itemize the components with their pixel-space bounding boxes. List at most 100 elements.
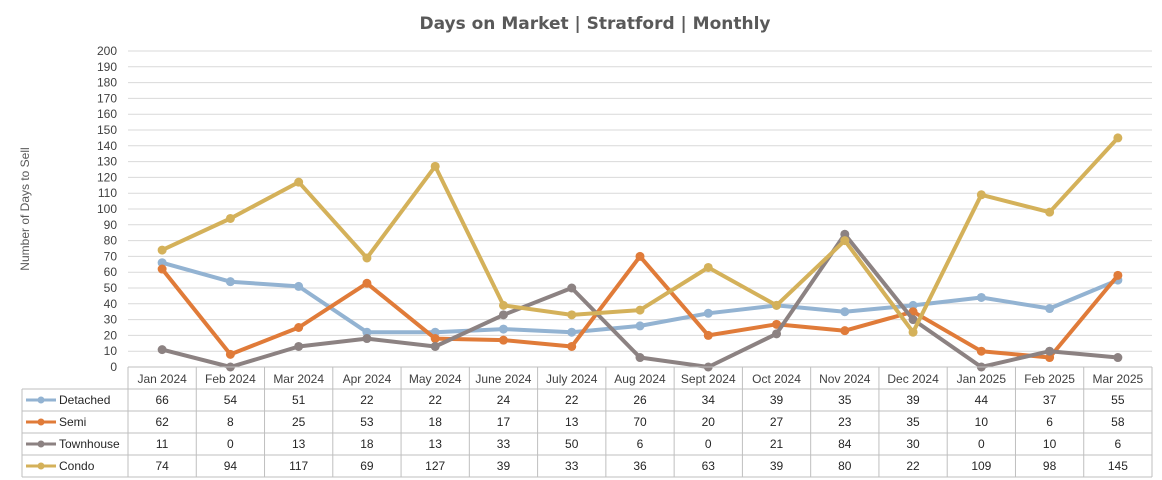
- table-cell: 22: [906, 459, 920, 473]
- data-table: Jan 2024 Feb 2024 Mar 2024 Apr 2024 May 2024…: [21, 366, 1153, 478]
- series-line: [160, 135, 1120, 335]
- data-point: [1045, 207, 1055, 217]
- table-cell: 33: [565, 459, 579, 473]
- data-point: [225, 277, 235, 287]
- data-point: [772, 329, 782, 339]
- table-cell: 22: [429, 393, 443, 407]
- table-cell: 35: [906, 415, 920, 429]
- data-point: [498, 335, 508, 345]
- data-point: [362, 327, 372, 337]
- data-point: [567, 327, 577, 337]
- data-point: [498, 310, 508, 320]
- table-cell: 10: [1043, 437, 1057, 451]
- x-tick-label: Feb 2025: [1024, 372, 1075, 386]
- y-tick-label: 90: [104, 218, 118, 232]
- table-cell: 127: [425, 459, 445, 473]
- data-point: [294, 323, 304, 332]
- table-cell: 13: [429, 437, 443, 451]
- y-tick-label: 190: [97, 60, 117, 74]
- table-cell: 80: [838, 459, 852, 473]
- series-lines: [157, 133, 1123, 372]
- table-cell: 18: [360, 437, 374, 451]
- data-point: [498, 324, 508, 334]
- table-cell: 35: [838, 393, 852, 407]
- data-point: [635, 305, 645, 315]
- data-point: [430, 341, 440, 351]
- legend-swatch-marker: [37, 418, 45, 426]
- data-point: [430, 161, 440, 171]
- table-cell: 54: [224, 393, 238, 407]
- chart-title: Days on Market | Stratford | Monthly: [419, 14, 770, 34]
- table-cell: 6: [1115, 437, 1122, 451]
- y-tick-label: 40: [104, 297, 118, 311]
- table-cell: 13: [565, 415, 579, 429]
- table-cell: 26: [633, 393, 647, 407]
- legend-label: Townhouse: [59, 437, 120, 451]
- table-cell: 63: [702, 459, 716, 473]
- table-cell: 27: [770, 415, 784, 429]
- x-tick-label: Aug 2024: [614, 372, 666, 386]
- data-point: [157, 264, 167, 274]
- y-tick-label: 180: [97, 76, 117, 90]
- data-point: [157, 258, 167, 268]
- x-tick-label: Jan 2025: [957, 372, 1007, 386]
- y-tick-label: 0: [110, 360, 117, 374]
- table-cell: 0: [227, 437, 234, 451]
- table-cell: 11: [156, 437, 169, 451]
- data-point: [703, 330, 713, 340]
- x-tick-label: Oct 2024: [752, 372, 801, 386]
- data-point: [362, 253, 372, 263]
- table-cell: 36: [633, 459, 647, 473]
- data-point: [840, 229, 850, 239]
- data-point: [1113, 133, 1123, 143]
- y-tick-label: 50: [104, 281, 118, 295]
- table-cell: 17: [497, 415, 511, 429]
- table-cell: 62: [155, 415, 169, 429]
- table-cell: 109: [971, 459, 991, 473]
- table-cell: 74: [155, 459, 169, 473]
- y-tick-label: 80: [104, 234, 118, 248]
- x-tick-label: June 2024: [475, 372, 531, 386]
- data-point: [225, 349, 235, 359]
- data-point: [567, 341, 577, 351]
- table-cell: 21: [770, 437, 784, 451]
- data-point: [908, 327, 918, 337]
- y-tick-label: 100: [97, 202, 117, 216]
- series-condo: [157, 133, 1123, 337]
- table-cell: 23: [838, 415, 852, 429]
- table-cell: 117: [289, 459, 308, 473]
- table-cell: 94: [224, 459, 238, 473]
- y-tick-label: 120: [97, 170, 117, 184]
- table-cell: 44: [975, 393, 989, 407]
- data-point: [225, 213, 235, 223]
- data-point: [1045, 346, 1055, 356]
- data-point: [908, 315, 918, 325]
- data-point: [157, 245, 167, 255]
- data-point: [635, 353, 645, 363]
- x-tick-label: May 2024: [409, 372, 462, 386]
- table-cell: 6: [637, 437, 644, 451]
- legend-swatch-marker: [37, 440, 45, 448]
- table-cell: 69: [360, 459, 374, 473]
- gridlines: [128, 50, 1152, 352]
- table-cell: 6: [1046, 415, 1053, 429]
- x-tick-label: Feb 2024: [205, 372, 256, 386]
- legend-label: Semi: [59, 415, 86, 429]
- table-cell: 22: [565, 393, 579, 407]
- x-tick-label: Mar 2025: [1093, 372, 1144, 386]
- table-cell: 34: [702, 393, 716, 407]
- table-cell: 13: [292, 437, 306, 451]
- data-point: [772, 319, 782, 329]
- y-tick-label: 160: [97, 107, 117, 121]
- table-cell: 58: [1111, 415, 1125, 429]
- y-tick-label: 20: [104, 328, 118, 342]
- table-cell: 20: [702, 415, 716, 429]
- data-point: [840, 307, 850, 317]
- y-axis-ticks: 0102030405060708090100110120130140150160…: [97, 44, 117, 374]
- x-tick-label: July 2024: [546, 372, 598, 386]
- table-cell: 53: [360, 415, 374, 429]
- y-tick-label: 150: [97, 123, 117, 137]
- table-cell: 25: [292, 415, 306, 429]
- data-point: [703, 308, 713, 318]
